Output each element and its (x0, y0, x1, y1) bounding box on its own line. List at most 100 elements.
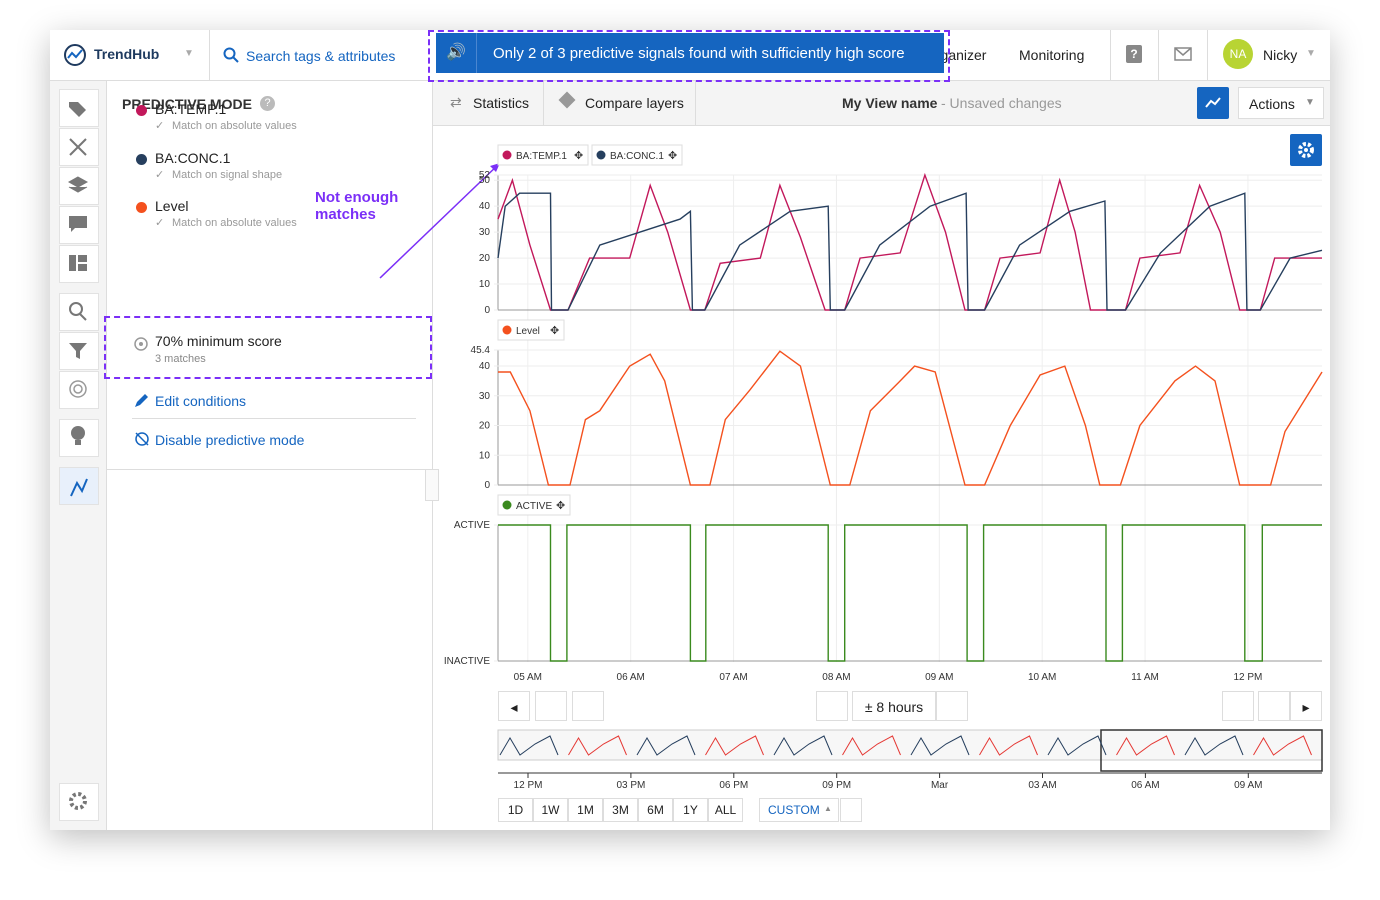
chart-settings[interactable] (1290, 134, 1322, 166)
legend-chip[interactable]: Level ✥ (497, 319, 565, 341)
lock-button[interactable] (936, 691, 968, 721)
actions-menu[interactable]: Actions ▼ (1238, 87, 1324, 119)
custom-clear[interactable] (840, 798, 862, 822)
legend-label: ACTIVE (516, 501, 552, 512)
x-tick-label: 07 AM (719, 672, 747, 683)
y-tick-label: 40 (479, 361, 491, 372)
end-date-button[interactable] (1222, 691, 1254, 721)
start-time-button[interactable] (572, 691, 604, 721)
chart-mode-button[interactable] (1197, 87, 1229, 119)
navigator-thumb (842, 735, 901, 756)
range-button[interactable]: 1D (498, 798, 533, 822)
score: 70% minimum score (155, 333, 282, 349)
fingerprint-tool[interactable] (59, 371, 99, 409)
range-button[interactable]: 1W (533, 798, 568, 822)
resize-handle[interactable] (425, 469, 439, 501)
actions-label[interactable]: Actions (1249, 96, 1295, 112)
next-button[interactable]: ▸ (1290, 691, 1322, 721)
avatar[interactable]: NA (1223, 39, 1253, 69)
navigator-thumb (1116, 735, 1175, 756)
rail-icons (67, 102, 89, 810)
disable-predictive[interactable]: Disable predictive mode (155, 432, 305, 448)
compare-tab[interactable]: Compare layers (585, 95, 684, 111)
statistics-tab[interactable]: Statistics (473, 95, 530, 111)
signal-dot (136, 153, 147, 165)
legend-box (497, 144, 589, 166)
legend-chip[interactable]: ACTIVE ✥ (497, 494, 571, 516)
logo[interactable]: TrendHub (94, 46, 160, 62)
logo-caret[interactable]: ▼ (184, 48, 194, 59)
range-button[interactable]: 1M (568, 798, 603, 822)
view-name[interactable]: My View name (842, 95, 938, 111)
divider (1158, 30, 1159, 80)
range-button[interactable]: ALL (708, 798, 743, 822)
search-tool[interactable] (59, 293, 99, 331)
signal-name[interactable]: Level (155, 198, 189, 214)
actions-caret: ▼ (1305, 97, 1315, 108)
score-highlight (104, 316, 432, 379)
y-tick-label: 0 (484, 305, 490, 316)
x-tick-label: 09 AM (925, 672, 953, 683)
y-tick-label: 10 (479, 450, 491, 461)
navigator-thumb (499, 735, 559, 756)
x-tick-label: 12 PM (1233, 672, 1262, 683)
nav-monitoring[interactable]: Monitoring (1019, 47, 1085, 63)
signal-name[interactable]: BA:CONC.1 (155, 149, 231, 166)
annotation: Not enough matches (315, 189, 399, 223)
end-time-button[interactable] (1258, 691, 1290, 721)
y-tick-label: 20 (479, 253, 491, 264)
series-line (497, 172, 1322, 311)
legend-chip[interactable]: BA:CONC.1 ✥ (591, 144, 683, 166)
y-tick-label: 20 (479, 421, 491, 432)
signal-match: Match on signal shape (172, 168, 283, 181)
predictive-tool[interactable] (59, 467, 99, 505)
navigator-thumb (705, 735, 764, 756)
help-icon[interactable]: ? (1126, 45, 1142, 63)
chart-fit-button[interactable] (816, 691, 848, 721)
mail-icon[interactable] (1174, 47, 1192, 61)
user-caret[interactable]: ▼ (1306, 48, 1316, 59)
move-icon: ✥ (668, 150, 677, 162)
navigator-thumb (1047, 735, 1107, 756)
signal-match: Match on absolute values (172, 120, 297, 132)
x-tick-label: 05 AM (514, 672, 542, 683)
annotation-arrow (379, 162, 501, 279)
legend-dot (596, 150, 606, 160)
custom-range[interactable]: CUSTOM (759, 798, 839, 822)
signal-name[interactable]: BA:TEMP.1 (155, 101, 227, 117)
window-size[interactable]: ± 8 hours (852, 691, 936, 721)
y-tick-label: 10 (479, 279, 491, 290)
settings-tool[interactable] (59, 783, 99, 821)
divider (107, 469, 432, 470)
tags-tool[interactable] (59, 89, 99, 127)
signal-match: Match on absolute values (172, 217, 297, 229)
navigator-thumb (979, 735, 1038, 756)
navigator-label: 06 PM (719, 780, 748, 791)
navigator-label: 09 PM (822, 780, 851, 791)
range-button[interactable]: 3M (603, 798, 638, 822)
side-panel: PREDICTIVE MODE ? 70% minimum score 3 ma… (104, 81, 439, 830)
navigator-selection[interactable] (1100, 729, 1323, 772)
start-date-button[interactable] (535, 691, 567, 721)
range-button[interactable]: 1Y (673, 798, 708, 822)
prev-button[interactable]: ◂ (498, 691, 530, 721)
help-icon[interactable]: ? (260, 96, 275, 111)
navigator-label: 06 AM (1131, 780, 1159, 791)
edit-conditions[interactable]: Edit conditions (155, 393, 247, 409)
y-tick-label: 30 (479, 391, 491, 402)
user-name[interactable]: Nicky (1263, 47, 1298, 63)
search[interactable]: Search tags & attributes (246, 48, 396, 64)
legend-box (591, 144, 683, 166)
app-window: TrendHub ▼ Search tags & attributes Orga… (50, 30, 1330, 830)
navigator-thumb (636, 735, 696, 756)
match-icon: ✓ (155, 217, 165, 229)
statistics-icon: ⇄ (450, 94, 462, 110)
navigator-thumb (773, 735, 833, 756)
range-button[interactable]: 6M (638, 798, 673, 822)
legend-chip[interactable]: BA:TEMP.1 ✥ (497, 144, 589, 166)
navigator-label: Mar (931, 780, 949, 791)
y-tick-label: 52 (479, 170, 491, 181)
banner-highlight (428, 30, 950, 82)
search-icon (223, 47, 239, 63)
